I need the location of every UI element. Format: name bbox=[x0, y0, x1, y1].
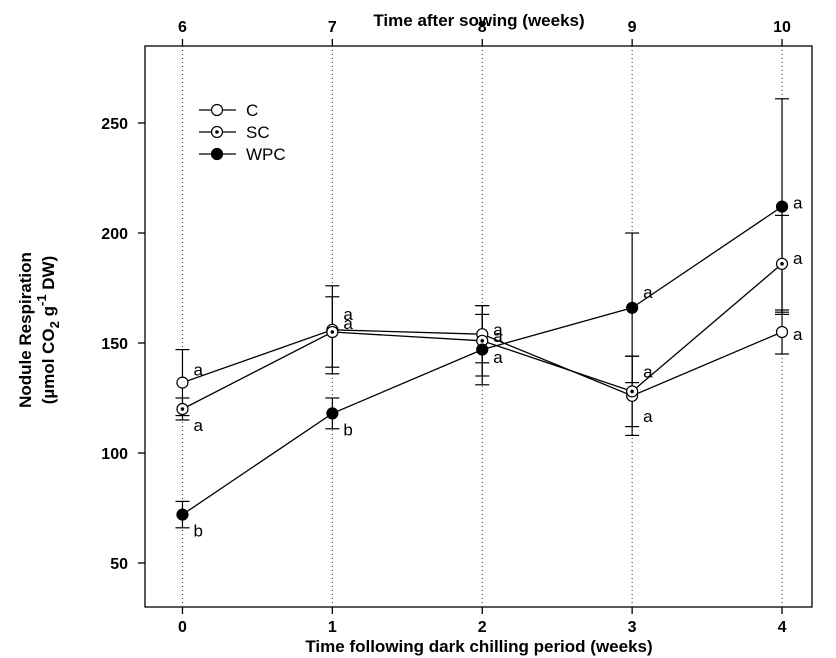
y-axis-title: Nodule Respiration (µmol CO2 g-1 DW) bbox=[16, 252, 62, 408]
data-point-wpc bbox=[476, 343, 489, 356]
y-tick-label: 100 bbox=[101, 446, 128, 463]
y-axis-title-line1: Nodule Respiration bbox=[16, 252, 35, 408]
data-point-sc bbox=[626, 385, 639, 398]
data-point-sc bbox=[775, 257, 789, 270]
data-point-wpc bbox=[176, 508, 189, 521]
marker-filled bbox=[476, 343, 489, 356]
significance-label: a bbox=[343, 314, 353, 333]
significance-label: a bbox=[793, 194, 803, 213]
significance-label: a bbox=[193, 361, 203, 380]
marker-filled bbox=[326, 407, 339, 420]
legend-label: SC bbox=[246, 123, 270, 142]
marker-dot bbox=[215, 130, 219, 134]
marker-dot bbox=[330, 330, 335, 334]
data-point-wpc bbox=[626, 301, 639, 314]
bottom-axis-title: Time following dark chilling period (wee… bbox=[305, 637, 652, 656]
legend-label: WPC bbox=[246, 145, 286, 164]
x2-tick-label: 8 bbox=[478, 19, 487, 36]
y-tick-label: 150 bbox=[101, 336, 128, 353]
data-point-c bbox=[176, 376, 189, 389]
significance-label: a bbox=[643, 283, 653, 302]
y-axis-title-line2: (µmol CO2 g-1 DW) bbox=[34, 256, 62, 405]
x-tick-label: 4 bbox=[778, 619, 787, 636]
x-tick-label: 0 bbox=[178, 619, 187, 636]
legend: C SC WPC bbox=[199, 101, 286, 164]
legend-item-wpc: WPC bbox=[199, 145, 286, 164]
y-tick-label: 50 bbox=[110, 556, 128, 573]
y-tick-label: 250 bbox=[101, 116, 128, 133]
x2-tick-label: 6 bbox=[178, 19, 187, 36]
significance-label: a bbox=[643, 407, 653, 426]
marker-open bbox=[176, 376, 189, 389]
data-point-c bbox=[775, 325, 789, 339]
legend-label: C bbox=[246, 101, 258, 120]
data-point-wpc bbox=[775, 200, 789, 213]
marker-dot bbox=[630, 389, 634, 394]
x-tick-label: 3 bbox=[628, 619, 637, 636]
marker-open bbox=[775, 325, 789, 339]
data-point-wpc bbox=[326, 407, 339, 420]
x2-tick-label: 7 bbox=[328, 19, 337, 36]
data-point-sc bbox=[176, 402, 189, 416]
legend-marker bbox=[210, 103, 224, 117]
significance-label: a bbox=[793, 249, 803, 268]
significance-label: a bbox=[493, 327, 503, 346]
marker-filled bbox=[210, 147, 224, 161]
legend-item-sc: SC bbox=[199, 123, 270, 142]
marker-dot bbox=[780, 262, 784, 266]
significance-label: a bbox=[493, 348, 503, 367]
significance-label: a bbox=[793, 325, 803, 344]
legend-marker bbox=[210, 125, 224, 139]
significance-label: b bbox=[343, 420, 352, 439]
x2-tick-label: 9 bbox=[628, 19, 637, 36]
data-point-sc bbox=[476, 334, 489, 347]
plot-frame bbox=[144, 45, 813, 608]
marker-filled bbox=[176, 508, 189, 521]
x2-tick-label: 10 bbox=[773, 19, 791, 36]
marker-dot bbox=[180, 407, 185, 411]
y-tick-label: 200 bbox=[101, 226, 128, 243]
x-tick-label: 2 bbox=[478, 619, 487, 636]
marker-filled bbox=[626, 301, 639, 314]
marker-dot bbox=[480, 339, 485, 343]
marker-filled bbox=[775, 200, 789, 213]
significance-label: a bbox=[643, 362, 653, 381]
data-point-sc bbox=[326, 325, 339, 339]
top-axis-title: Time after sowing (weeks) bbox=[373, 11, 584, 30]
legend-item-c: C bbox=[199, 101, 258, 120]
significance-label: a bbox=[493, 321, 503, 340]
marker-open bbox=[210, 103, 224, 117]
x-tick-label: 1 bbox=[328, 619, 337, 636]
significance-label: a bbox=[193, 416, 203, 435]
legend-marker bbox=[210, 147, 224, 161]
significance-label: b bbox=[193, 522, 202, 541]
significance-label: a bbox=[343, 305, 353, 324]
